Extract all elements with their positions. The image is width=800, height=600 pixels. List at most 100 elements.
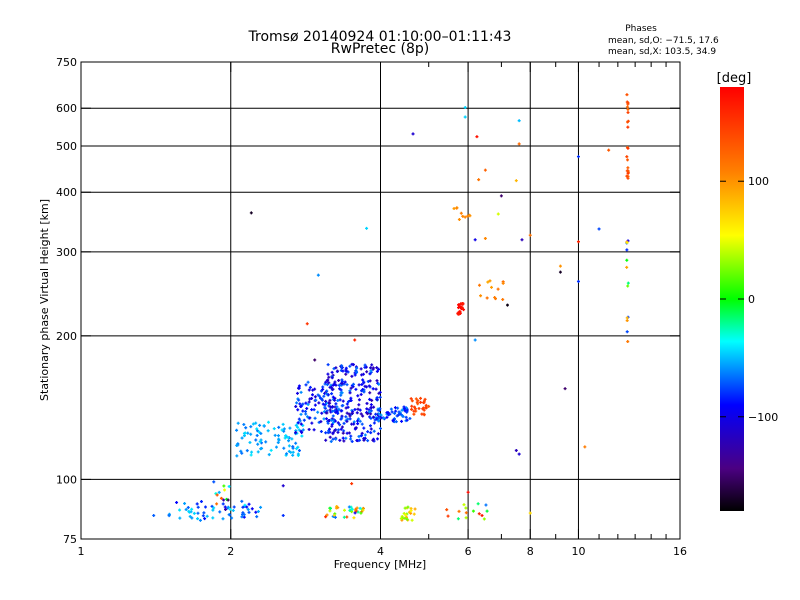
data-point xyxy=(295,401,299,405)
data-point xyxy=(254,421,258,425)
data-point xyxy=(317,401,321,405)
data-point xyxy=(422,408,426,412)
data-point xyxy=(354,369,358,373)
data-point xyxy=(514,448,518,452)
data-point xyxy=(247,510,251,514)
data-point xyxy=(625,265,629,269)
data-point xyxy=(452,207,456,211)
data-point xyxy=(369,366,373,370)
data-point xyxy=(198,518,202,522)
data-point xyxy=(242,423,246,427)
data-point xyxy=(357,383,361,387)
data-point xyxy=(282,427,286,431)
data-point xyxy=(313,358,317,362)
y-tick-label: 750 xyxy=(56,56,77,69)
data-point xyxy=(396,406,400,410)
data-point xyxy=(340,381,344,385)
data-point xyxy=(301,409,305,413)
data-point xyxy=(304,401,308,405)
data-point xyxy=(211,516,215,520)
data-point xyxy=(341,431,345,435)
data-point xyxy=(215,502,219,506)
data-point xyxy=(365,401,369,405)
data-point xyxy=(408,510,412,514)
x-tick-label: 2 xyxy=(227,545,234,558)
data-point xyxy=(215,493,219,497)
data-point xyxy=(335,409,339,413)
data-point xyxy=(294,423,298,427)
data-point xyxy=(583,445,587,449)
data-point xyxy=(335,405,339,409)
data-point xyxy=(375,396,379,400)
data-point xyxy=(283,436,287,440)
data-point xyxy=(486,280,490,284)
data-point xyxy=(358,506,362,510)
data-point xyxy=(374,387,378,391)
data-point xyxy=(626,111,630,115)
data-point xyxy=(473,338,477,342)
data-point xyxy=(175,500,179,504)
y-tick-label: 100 xyxy=(56,473,77,486)
x-tick-label: 6 xyxy=(465,545,472,558)
data-point xyxy=(336,506,340,510)
data-point xyxy=(413,407,417,411)
data-point xyxy=(344,372,348,376)
data-point xyxy=(468,214,472,218)
data-point xyxy=(493,297,497,301)
data-point xyxy=(317,394,321,398)
data-point xyxy=(313,395,317,399)
data-point xyxy=(281,514,285,518)
data-point xyxy=(626,125,630,129)
data-point xyxy=(625,93,629,97)
data-point xyxy=(333,380,337,384)
data-point xyxy=(254,438,258,442)
data-point xyxy=(366,430,370,434)
data-point xyxy=(300,434,304,438)
data-point xyxy=(410,404,414,408)
data-point xyxy=(464,516,468,520)
data-point xyxy=(350,482,354,486)
y-tick-label: 500 xyxy=(56,140,77,153)
data-point xyxy=(152,514,156,518)
data-point xyxy=(321,402,325,406)
data-point xyxy=(457,217,461,221)
data-point xyxy=(334,402,338,406)
data-point xyxy=(249,453,253,457)
data-point xyxy=(255,515,259,519)
data-point xyxy=(626,119,630,123)
data-point xyxy=(218,510,222,514)
data-point xyxy=(239,449,243,453)
data-point xyxy=(368,391,372,395)
data-point xyxy=(349,437,353,441)
data-point xyxy=(331,395,335,399)
data-point xyxy=(313,416,317,420)
data-point xyxy=(328,509,332,513)
data-point xyxy=(244,426,248,430)
data-point xyxy=(240,451,244,455)
data-point xyxy=(324,399,328,403)
data-point xyxy=(626,169,630,173)
data-point xyxy=(477,283,481,287)
data-point xyxy=(475,135,479,139)
data-point xyxy=(422,401,426,405)
data-point xyxy=(350,440,354,444)
data-point xyxy=(409,397,413,401)
data-point xyxy=(368,424,372,428)
data-point xyxy=(626,146,630,150)
data-point xyxy=(211,508,215,512)
data-point xyxy=(373,418,377,422)
data-point xyxy=(288,426,292,430)
data-point xyxy=(410,399,414,403)
data-point xyxy=(484,503,488,507)
data-point xyxy=(377,416,381,420)
data-point xyxy=(496,287,500,291)
data-point xyxy=(256,450,260,454)
data-point xyxy=(446,514,450,518)
data-point xyxy=(306,415,310,419)
x-tick-label: 8 xyxy=(527,545,534,558)
data-point xyxy=(304,383,308,387)
data-point xyxy=(274,445,278,449)
data-point xyxy=(327,419,331,423)
data-point xyxy=(344,415,348,419)
data-point xyxy=(419,396,423,400)
